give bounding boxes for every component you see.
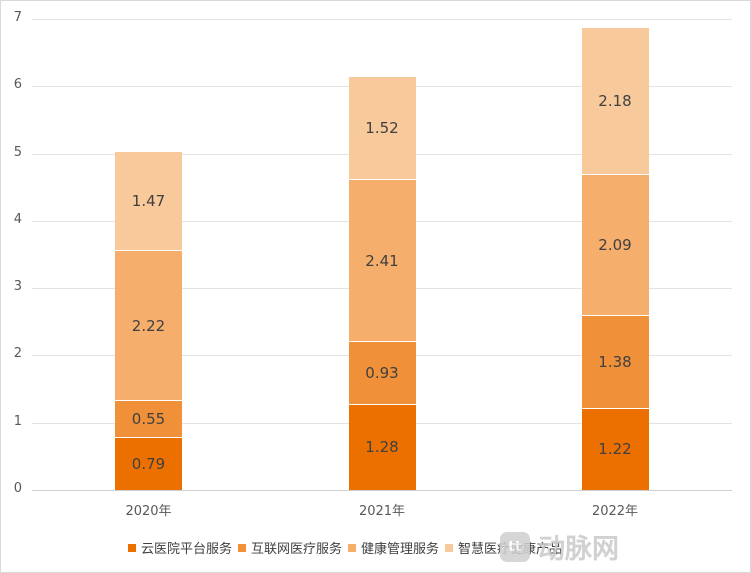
x-axis-line xyxy=(32,490,732,491)
bar-segment: 2.22 xyxy=(115,250,182,400)
bar-segment: 1.28 xyxy=(348,403,416,490)
legend-item[interactable]: 云医院平台服务 xyxy=(128,538,232,557)
legend-label: 健康管理服务 xyxy=(361,542,440,557)
y-tick-label: 0 xyxy=(13,481,22,496)
y-tick-label: 6 xyxy=(13,77,22,92)
y-tick-label: 4 xyxy=(13,212,22,227)
bar-segment: 0.93 xyxy=(348,341,416,404)
watermark-logo-icon: tt xyxy=(500,531,530,562)
bar-segment: 2.41 xyxy=(348,179,416,342)
y-tick-label: 2 xyxy=(13,346,22,361)
legend-label: 云医院平台服务 xyxy=(141,542,233,557)
legend-swatch-icon xyxy=(128,543,136,552)
x-tick-label: 2021年 xyxy=(358,504,406,519)
watermark: tt 动脉网 xyxy=(500,527,619,566)
legend-swatch-icon xyxy=(238,543,247,552)
bar-segment: 0.79 xyxy=(115,436,182,490)
y-tick-label: 1 xyxy=(13,414,22,429)
gridline xyxy=(32,19,732,20)
y-tick-label: 3 xyxy=(13,279,22,294)
x-tick-label: 2020年 xyxy=(125,504,172,519)
bar-segment: 0.55 xyxy=(115,399,182,437)
legend-swatch-icon xyxy=(445,543,454,552)
bar-segment: 1.38 xyxy=(581,315,649,408)
bar-segment: 2.18 xyxy=(581,27,649,175)
watermark-text: 动脉网 xyxy=(538,534,619,565)
bar-segment: 1.22 xyxy=(581,407,649,490)
bar-segment: 2.09 xyxy=(581,174,649,316)
legend-item[interactable]: 互联网医疗服务 xyxy=(238,538,342,557)
legend-swatch-icon xyxy=(348,543,357,552)
x-tick-label: 2022年 xyxy=(591,504,639,519)
y-tick-label: 7 xyxy=(13,10,22,25)
legend-label: 互联网医疗服务 xyxy=(251,542,343,557)
y-tick-label: 5 xyxy=(13,145,22,160)
bar-segment: 1.52 xyxy=(348,76,416,180)
bar-segment: 1.47 xyxy=(115,151,182,251)
legend-item[interactable]: 健康管理服务 xyxy=(348,538,439,557)
